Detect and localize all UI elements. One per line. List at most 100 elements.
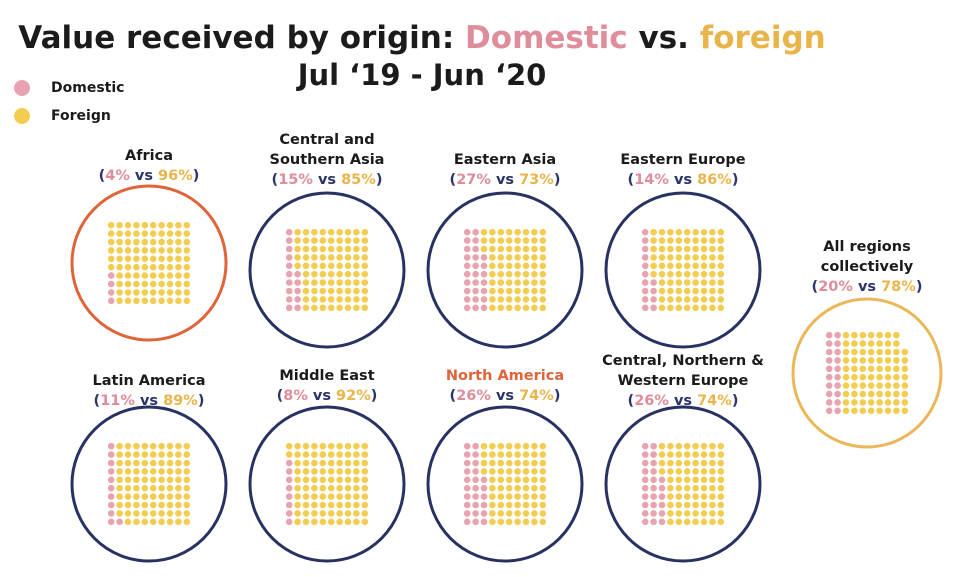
dot-foreign xyxy=(717,501,725,509)
dot-foreign xyxy=(683,510,691,517)
dot-foreign xyxy=(158,510,165,517)
dot-foreign xyxy=(327,510,335,517)
dot-foreign xyxy=(531,484,538,492)
dot-foreign xyxy=(141,451,149,458)
dot-foreign xyxy=(294,254,301,261)
dot-foreign xyxy=(683,304,691,312)
dot-domestic xyxy=(472,296,479,303)
dot-foreign xyxy=(884,357,892,364)
dot-domestic xyxy=(463,442,471,450)
dot-foreign xyxy=(294,245,301,253)
dot-foreign xyxy=(158,451,165,458)
dot-foreign xyxy=(294,451,301,458)
dot-foreign xyxy=(884,407,892,415)
dot-domestic xyxy=(463,287,471,295)
dot-foreign xyxy=(175,451,182,458)
title-foreign: foreign xyxy=(699,20,826,56)
dot-foreign xyxy=(489,451,496,458)
dot-foreign xyxy=(531,245,538,253)
dot-foreign xyxy=(311,459,318,467)
dot-foreign xyxy=(700,237,708,244)
region-percent-eastern-asia: (27% vs 73%) xyxy=(450,172,561,188)
dot-foreign xyxy=(158,263,165,271)
dot-foreign xyxy=(717,442,725,450)
dot-foreign xyxy=(166,459,174,467)
dot-foreign xyxy=(667,501,674,509)
dot-foreign xyxy=(531,296,538,303)
dot-foreign xyxy=(175,442,182,450)
dot-foreign xyxy=(851,373,858,381)
dot-domestic xyxy=(285,237,293,244)
dot-foreign xyxy=(166,510,174,517)
dot-foreign xyxy=(311,484,318,492)
dot-foreign xyxy=(166,451,174,458)
dot-foreign xyxy=(842,407,850,415)
dot-foreign xyxy=(683,518,691,526)
dot-foreign xyxy=(336,493,343,500)
dot-foreign xyxy=(667,245,674,253)
dot-domestic xyxy=(480,296,488,303)
region-name-central-northern-western-europe: Western Europe xyxy=(618,373,749,389)
dot-domestic xyxy=(825,373,833,381)
region-percent-middle-east: (8% vs 92%) xyxy=(277,388,378,404)
dot-foreign xyxy=(489,245,496,253)
dot-foreign xyxy=(709,279,716,286)
dot-foreign xyxy=(166,255,174,263)
dot-foreign xyxy=(717,279,725,286)
dot-foreign xyxy=(539,501,547,509)
dot-foreign xyxy=(166,484,174,492)
dot-foreign xyxy=(141,476,149,484)
region-name-eastern-europe: Eastern Europe xyxy=(620,152,745,168)
dot-foreign xyxy=(683,228,691,236)
dot-domestic xyxy=(463,296,471,303)
title-prefix: Value received by origin: xyxy=(18,20,466,56)
dot-foreign xyxy=(336,254,343,261)
dot-domestic xyxy=(285,468,293,475)
dot-foreign xyxy=(489,493,496,500)
dot-foreign xyxy=(667,468,674,475)
dot-foreign xyxy=(505,270,513,278)
dot-foreign xyxy=(327,237,335,244)
dot-domestic xyxy=(658,518,666,526)
dot-foreign xyxy=(480,451,488,458)
dot-foreign xyxy=(851,407,858,415)
dot-foreign xyxy=(336,262,343,270)
dot-foreign xyxy=(107,221,115,229)
dot-foreign xyxy=(683,287,691,295)
dot-foreign xyxy=(158,272,165,279)
dot-foreign xyxy=(539,442,547,450)
dot-foreign xyxy=(842,348,850,356)
dot-foreign xyxy=(319,228,327,236)
dot-foreign xyxy=(141,501,149,509)
dot-foreign xyxy=(149,272,157,279)
dot-foreign xyxy=(319,304,327,312)
dot-foreign xyxy=(327,304,335,312)
dot-foreign xyxy=(175,289,182,296)
dot-domestic xyxy=(641,451,649,458)
dot-foreign xyxy=(327,254,335,261)
dot-foreign xyxy=(539,510,547,517)
dot-foreign xyxy=(327,468,335,475)
dot-foreign xyxy=(851,357,858,364)
dot-foreign xyxy=(675,279,683,286)
dot-domestic xyxy=(650,287,657,295)
ring-eastern-europe xyxy=(604,191,762,349)
dot-foreign xyxy=(175,272,182,279)
dot-foreign xyxy=(700,270,708,278)
dot-foreign xyxy=(361,296,369,303)
dot-foreign xyxy=(658,468,666,475)
dot-foreign xyxy=(353,270,360,278)
dot-foreign xyxy=(876,331,883,339)
dot-domestic xyxy=(650,451,657,458)
region-percent-central-northern-western-europe: (26% vs 74%) xyxy=(628,393,739,409)
dot-foreign xyxy=(893,365,900,373)
dot-foreign xyxy=(158,493,165,500)
dot-foreign xyxy=(158,221,165,229)
dot-foreign xyxy=(893,340,900,347)
dot-foreign xyxy=(709,237,716,244)
dot-domestic xyxy=(472,287,479,295)
dot-foreign xyxy=(683,476,691,484)
dot-foreign xyxy=(539,296,547,303)
dot-foreign xyxy=(361,518,369,526)
dot-foreign xyxy=(133,518,140,526)
